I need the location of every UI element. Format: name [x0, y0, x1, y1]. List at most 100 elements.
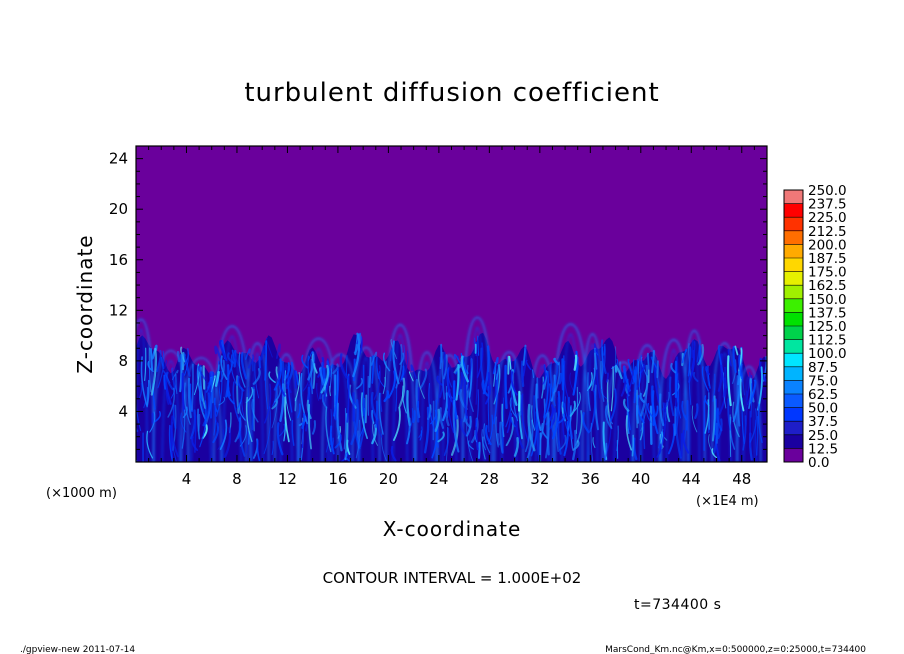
colorbar-label: 187.5: [808, 251, 847, 267]
streak: [321, 394, 328, 409]
streak: [278, 423, 286, 437]
streak: [230, 354, 238, 386]
streak: [750, 379, 757, 403]
streak: [669, 376, 675, 417]
streak: [681, 348, 687, 364]
streak: [232, 381, 241, 423]
streak: [732, 345, 737, 373]
colorbar-label: 112.5: [808, 333, 847, 349]
colorbar-swatch: [784, 285, 803, 299]
streak: [254, 359, 260, 399]
colorbar-swatch: [784, 203, 803, 218]
plume-arc: [274, 353, 299, 462]
streak: [508, 355, 512, 370]
streak: [190, 409, 197, 440]
streak: [220, 355, 228, 380]
streak: [692, 371, 699, 382]
streak: [685, 400, 689, 431]
colorbar: 0.012.525.037.550.062.575.087.5100.0112.…: [783, 183, 847, 471]
streak: [191, 436, 199, 451]
streak: [558, 413, 566, 424]
colorbar-label: 237.5: [808, 197, 847, 213]
plume-inner-arc: [742, 375, 756, 462]
colorbar-label: 150.0: [808, 292, 847, 308]
streak: [302, 372, 310, 392]
plume-inner-arc: [161, 360, 181, 462]
streak: [224, 427, 232, 458]
streak: [480, 347, 486, 388]
streak: [463, 376, 468, 419]
streak: [476, 342, 484, 378]
streak: [717, 418, 723, 440]
colorbar-swatch: [784, 380, 803, 394]
streak: [687, 346, 692, 377]
streak: [521, 393, 529, 442]
streak: [144, 347, 147, 382]
streak: [574, 391, 581, 412]
streak: [330, 437, 334, 451]
streak: [640, 356, 648, 377]
x-tick-label: 20: [379, 470, 398, 488]
plume-inner-arc: [717, 352, 732, 462]
colorbar-label: 137.5: [808, 305, 847, 321]
x-tick-label: 32: [530, 470, 549, 488]
streak: [614, 364, 623, 380]
colorbar-label: 50.0: [808, 401, 838, 417]
streak: [466, 415, 472, 437]
streak: [548, 407, 557, 431]
plume-arc: [581, 333, 604, 462]
streak: [236, 376, 245, 392]
streak: [246, 431, 249, 454]
x-axis: 4 8 12 16 20 24 28 32 36 40 44 48: [148, 146, 755, 488]
streak: [573, 354, 578, 371]
streak: [244, 348, 251, 360]
streak: [704, 399, 710, 434]
streak: [727, 348, 732, 367]
streak: [232, 352, 241, 369]
y-tick-label: 20: [109, 200, 128, 218]
colorbar-swatch: [784, 244, 803, 258]
streak: [307, 351, 315, 381]
footer-left: ./gpview-new 2011-07-14: [20, 645, 135, 654]
streak: [525, 359, 532, 371]
chart-title: turbulent diffusion coefficient: [244, 78, 659, 108]
streak: [227, 352, 235, 364]
colorbar-swatch: [784, 448, 803, 462]
streak: [647, 402, 653, 417]
streak: [307, 403, 312, 450]
streak: [732, 370, 741, 423]
streak: [345, 355, 348, 376]
streak: [306, 386, 311, 401]
colorbar-swatch: [784, 434, 803, 449]
streak: [201, 424, 208, 440]
streak: [477, 441, 481, 459]
streak: [563, 402, 571, 437]
y-tick-label: 4: [118, 402, 128, 420]
streak: [163, 370, 171, 384]
streak: [521, 360, 525, 388]
streak: [176, 350, 181, 363]
streak: [475, 418, 479, 451]
streak: [739, 376, 745, 412]
streak: [151, 344, 158, 360]
x-tick-label: 4: [182, 470, 192, 488]
streak: [398, 377, 406, 407]
streak: [332, 368, 340, 417]
y-tick-label: 24: [109, 150, 128, 168]
streak: [213, 404, 219, 427]
plume-inner-arc: [392, 334, 408, 462]
colorbar-label: 162.5: [808, 278, 847, 294]
colorbar-swatch: [784, 230, 803, 245]
streak: [218, 396, 226, 406]
streak: [466, 356, 472, 391]
streak: [346, 376, 350, 423]
colorbar-label: 0.0: [808, 455, 829, 471]
streak: [437, 431, 445, 443]
streak: [301, 413, 306, 429]
streak: [406, 417, 411, 445]
streak: [532, 369, 534, 378]
streak: [165, 388, 170, 405]
colorbar-label: 125.0: [808, 319, 847, 335]
streak: [504, 364, 508, 410]
streak: [552, 362, 559, 393]
